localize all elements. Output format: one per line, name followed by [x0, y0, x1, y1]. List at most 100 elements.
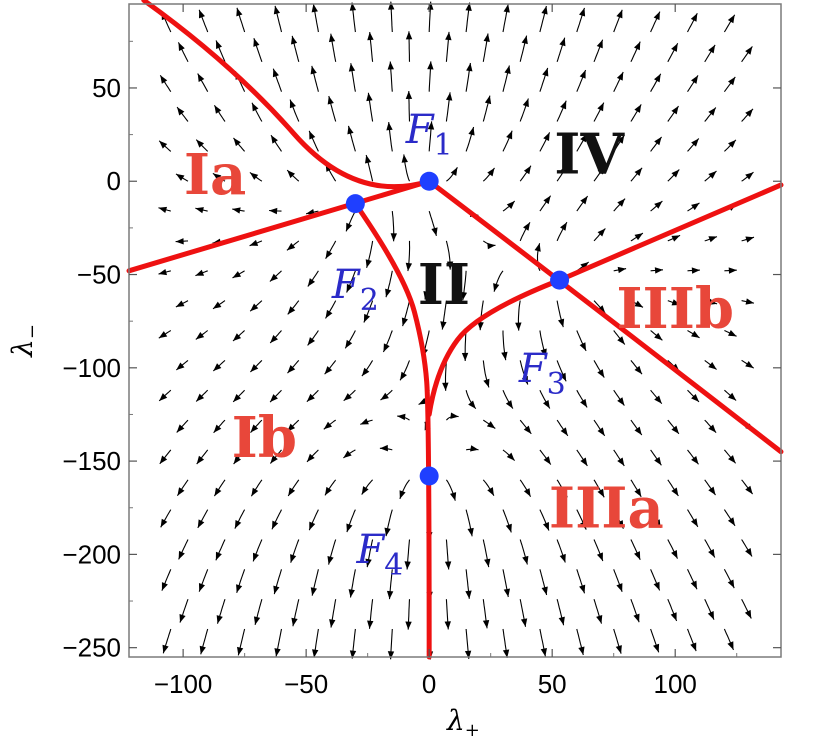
stream-arrow: [388, 1, 395, 10]
stream-arrow: [306, 393, 315, 402]
separatrix-1: [126, 178, 432, 274]
stream-arrow: [560, 488, 568, 498]
stream-arrow: [307, 453, 315, 462]
x-axis-label: λ+: [446, 704, 480, 741]
stream-arrow: [708, 486, 716, 496]
region-label-IIIa: IIIa: [549, 476, 664, 542]
stream-arrow: [503, 4, 510, 13]
stream-arrow: [745, 298, 755, 305]
separatrix-2: [426, 178, 784, 455]
stream-arrow: [309, 521, 316, 531]
stream-arrow: [690, 580, 697, 590]
stream-arrow: [617, 198, 626, 207]
plot-frame: [128, 3, 782, 658]
stream-arrow: [271, 135, 278, 144]
y-tick-label: −100: [62, 353, 121, 383]
fixed-point-name: F: [356, 527, 386, 573]
stream-arrow: [252, 552, 259, 562]
stream-arrow: [345, 339, 353, 349]
stream-arrow: [559, 37, 566, 47]
region-label-IIIb: IIIb: [616, 276, 734, 342]
stream-arrow: [503, 588, 511, 597]
y-tick-label: −250: [62, 633, 121, 663]
stream-arrow: [366, 92, 373, 102]
fixed-point-F4: [419, 466, 439, 486]
stream-arrow: [236, 646, 244, 656]
fixed-point-label-F3: F3: [518, 346, 566, 402]
fixed-point-label-F1: F1: [405, 107, 453, 163]
stream-arrow: [195, 269, 205, 276]
stream-arrow: [502, 649, 510, 658]
stream-arrow: [484, 95, 492, 105]
fixed-point-F2: [345, 194, 365, 214]
stream-arrow: [311, 4, 318, 13]
stream-arrow: [493, 283, 500, 292]
region-label-Ia: Ia: [184, 142, 246, 208]
separatrix-4: [352, 201, 432, 660]
stream-arrow: [654, 267, 664, 274]
stream-arrow: [540, 348, 547, 358]
stream-arrow: [232, 271, 242, 278]
stream-arrow: [401, 317, 408, 327]
stream-arrow: [597, 102, 604, 112]
stream-arrow: [515, 322, 522, 331]
stream-arrow: [690, 518, 698, 527]
stream-arrow: [178, 550, 185, 560]
stream-arrow: [158, 206, 168, 214]
stream-arrow: [386, 122, 393, 131]
y-axis-label-sub: −: [22, 324, 43, 339]
stream-arrow: [467, 527, 474, 537]
stream-arrow: [465, 590, 472, 599]
stream-arrow: [671, 550, 678, 559]
stream-arrow: [671, 43, 678, 52]
fixed-point-F3: [550, 270, 570, 290]
stream-arrow: [596, 615, 603, 624]
stream-arrow: [617, 336, 625, 345]
stream-arrow: [216, 40, 223, 50]
stream-arrow: [521, 35, 528, 45]
stream-arrow: [198, 9, 205, 19]
stream-arrow: [559, 553, 566, 563]
stream-arrow: [728, 392, 737, 401]
stream-arrow: [596, 39, 603, 49]
stream-arrow: [708, 298, 718, 305]
stream-arrow: [270, 394, 278, 403]
stream-arrow: [708, 424, 717, 433]
stream-arrow: [405, 262, 413, 272]
stream-arrow: [158, 268, 168, 276]
stream-arrow: [177, 107, 185, 116]
stream-arrow: [671, 425, 679, 434]
stream-arrow: [708, 236, 718, 243]
stream-arrow: [444, 621, 451, 630]
stream-arrow: [523, 425, 532, 434]
stream-arrow: [654, 201, 663, 209]
stream-arrow: [195, 207, 204, 214]
stream-arrow: [708, 171, 717, 179]
fixed-point-sub: 4: [384, 548, 403, 583]
stream-arrow: [289, 99, 296, 109]
stream-arrow: [325, 309, 333, 319]
stream-arrow: [523, 165, 531, 175]
stream-arrow: [616, 583, 623, 592]
stream-arrow: [617, 457, 625, 466]
stream-arrow: [214, 105, 222, 114]
stream-arrow: [691, 75, 699, 84]
stream-arrow: [399, 490, 406, 499]
stream-arrow: [597, 166, 605, 175]
stream-arrow: [380, 392, 389, 400]
stream-arrow: [310, 65, 317, 75]
stream-arrow: [728, 455, 736, 464]
stream-arrow: [691, 330, 700, 338]
stream-arrow: [323, 421, 333, 430]
y-tick-label: 50: [92, 73, 121, 103]
stream-arrow: [379, 444, 388, 452]
stream-arrow: [654, 332, 663, 341]
stream-arrow: [477, 322, 484, 331]
stream-arrow: [196, 139, 205, 148]
stream-arrow: [387, 651, 395, 660]
stream-arrow: [466, 63, 473, 72]
stream-arrow: [270, 455, 278, 464]
stream-arrow: [274, 648, 281, 657]
stream-arrow: [654, 73, 661, 83]
stream-arrow: [727, 517, 735, 526]
